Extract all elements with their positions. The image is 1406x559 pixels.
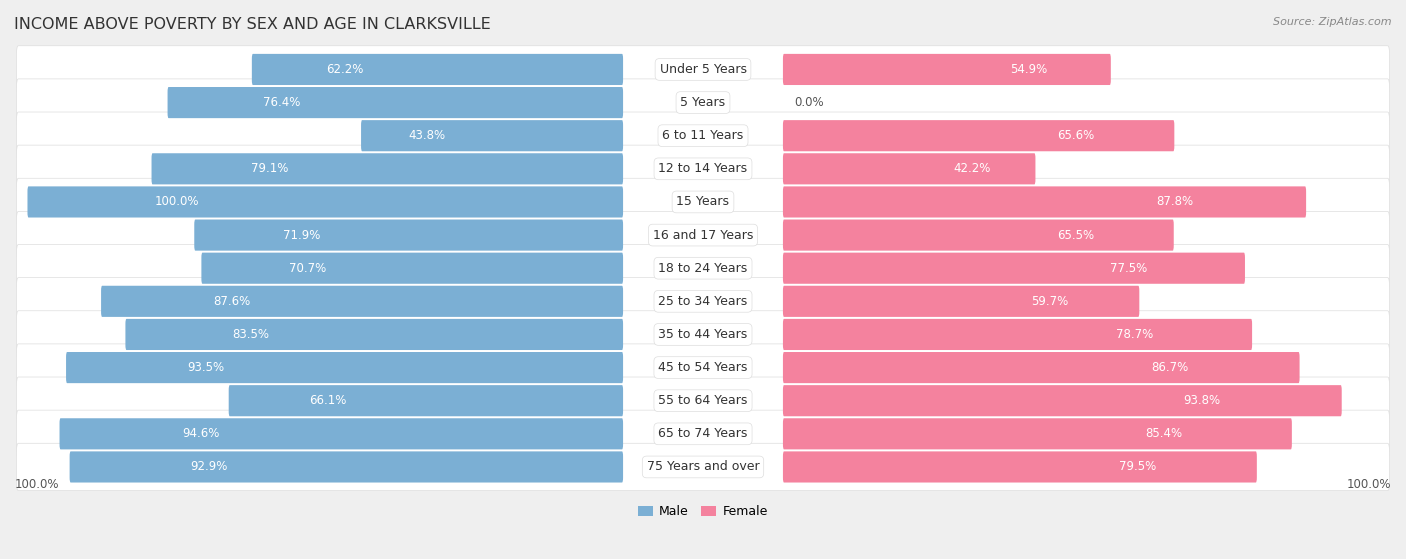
Text: 66.1%: 66.1% [309, 394, 346, 407]
Text: 43.8%: 43.8% [409, 129, 446, 142]
FancyBboxPatch shape [201, 253, 623, 284]
FancyBboxPatch shape [783, 385, 1341, 416]
Text: 100.0%: 100.0% [15, 478, 59, 491]
Legend: Male, Female: Male, Female [633, 500, 773, 523]
Text: 45 to 54 Years: 45 to 54 Years [658, 361, 748, 374]
FancyBboxPatch shape [252, 54, 623, 85]
Text: 5 Years: 5 Years [681, 96, 725, 109]
Text: 79.1%: 79.1% [252, 162, 288, 176]
FancyBboxPatch shape [783, 186, 1306, 217]
FancyBboxPatch shape [229, 385, 623, 416]
FancyBboxPatch shape [17, 46, 1389, 93]
FancyBboxPatch shape [125, 319, 623, 350]
FancyBboxPatch shape [783, 319, 1253, 350]
FancyBboxPatch shape [783, 120, 1174, 151]
FancyBboxPatch shape [783, 253, 1244, 284]
FancyBboxPatch shape [783, 153, 1035, 184]
FancyBboxPatch shape [17, 278, 1389, 325]
Text: 70.7%: 70.7% [288, 262, 326, 274]
Text: 0.0%: 0.0% [794, 96, 824, 109]
Text: Under 5 Years: Under 5 Years [659, 63, 747, 76]
Text: 71.9%: 71.9% [283, 229, 321, 241]
Text: 75 Years and over: 75 Years and over [647, 461, 759, 473]
Text: Source: ZipAtlas.com: Source: ZipAtlas.com [1274, 17, 1392, 27]
Text: 18 to 24 Years: 18 to 24 Years [658, 262, 748, 274]
FancyBboxPatch shape [17, 410, 1389, 457]
Text: 93.8%: 93.8% [1182, 394, 1220, 407]
FancyBboxPatch shape [783, 352, 1299, 383]
Text: 25 to 34 Years: 25 to 34 Years [658, 295, 748, 308]
Text: 65 to 74 Years: 65 to 74 Years [658, 427, 748, 440]
FancyBboxPatch shape [194, 220, 623, 250]
FancyBboxPatch shape [17, 244, 1389, 292]
Text: 87.6%: 87.6% [214, 295, 250, 308]
Text: 16 and 17 Years: 16 and 17 Years [652, 229, 754, 241]
Text: 15 Years: 15 Years [676, 196, 730, 209]
Text: 35 to 44 Years: 35 to 44 Years [658, 328, 748, 341]
Text: 6 to 11 Years: 6 to 11 Years [662, 129, 744, 142]
FancyBboxPatch shape [66, 352, 623, 383]
FancyBboxPatch shape [28, 186, 623, 217]
Text: 77.5%: 77.5% [1111, 262, 1147, 274]
Text: 54.9%: 54.9% [1010, 63, 1047, 76]
FancyBboxPatch shape [152, 153, 623, 184]
FancyBboxPatch shape [167, 87, 623, 118]
Text: 65.6%: 65.6% [1057, 129, 1095, 142]
Text: 76.4%: 76.4% [263, 96, 301, 109]
Text: 83.5%: 83.5% [232, 328, 269, 341]
FancyBboxPatch shape [17, 344, 1389, 391]
Text: 79.5%: 79.5% [1119, 461, 1157, 473]
FancyBboxPatch shape [70, 451, 623, 482]
FancyBboxPatch shape [783, 418, 1292, 449]
FancyBboxPatch shape [17, 112, 1389, 159]
FancyBboxPatch shape [783, 220, 1174, 250]
Text: 87.8%: 87.8% [1156, 196, 1194, 209]
FancyBboxPatch shape [17, 443, 1389, 491]
Text: 78.7%: 78.7% [1116, 328, 1153, 341]
Text: 59.7%: 59.7% [1031, 295, 1069, 308]
Text: 62.2%: 62.2% [326, 63, 364, 76]
Text: 86.7%: 86.7% [1152, 361, 1188, 374]
FancyBboxPatch shape [17, 311, 1389, 358]
FancyBboxPatch shape [17, 79, 1389, 126]
Text: 100.0%: 100.0% [1347, 478, 1391, 491]
Text: 100.0%: 100.0% [155, 196, 200, 209]
Text: 93.5%: 93.5% [187, 361, 225, 374]
FancyBboxPatch shape [59, 418, 623, 449]
Text: 85.4%: 85.4% [1146, 427, 1182, 440]
Text: 12 to 14 Years: 12 to 14 Years [658, 162, 748, 176]
FancyBboxPatch shape [101, 286, 623, 317]
FancyBboxPatch shape [783, 451, 1257, 482]
Text: 65.5%: 65.5% [1057, 229, 1094, 241]
FancyBboxPatch shape [17, 145, 1389, 192]
FancyBboxPatch shape [17, 377, 1389, 424]
Text: 55 to 64 Years: 55 to 64 Years [658, 394, 748, 407]
FancyBboxPatch shape [361, 120, 623, 151]
FancyBboxPatch shape [17, 178, 1389, 226]
Text: 94.6%: 94.6% [183, 427, 219, 440]
FancyBboxPatch shape [17, 211, 1389, 259]
Text: 92.9%: 92.9% [190, 461, 228, 473]
Text: 42.2%: 42.2% [953, 162, 990, 176]
FancyBboxPatch shape [783, 54, 1111, 85]
FancyBboxPatch shape [783, 286, 1139, 317]
Text: INCOME ABOVE POVERTY BY SEX AND AGE IN CLARKSVILLE: INCOME ABOVE POVERTY BY SEX AND AGE IN C… [14, 17, 491, 32]
